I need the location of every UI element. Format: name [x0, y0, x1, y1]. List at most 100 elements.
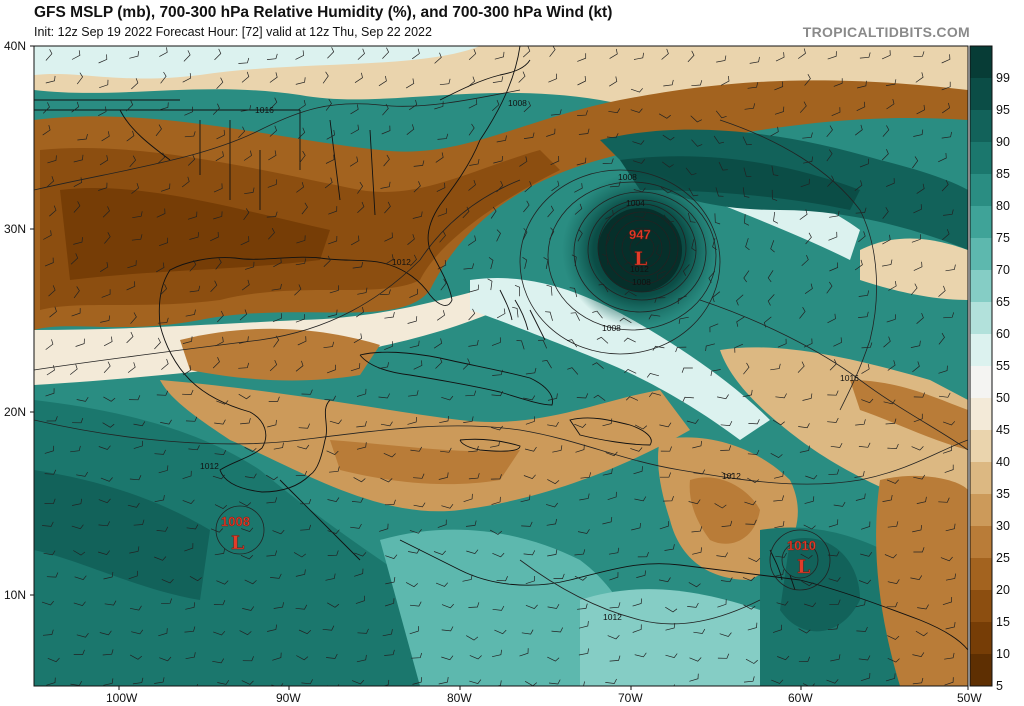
wind-barb [827, 175, 835, 187]
colorbar-swatch [970, 590, 992, 623]
wind-barb [576, 157, 587, 166]
wind-barb [434, 101, 444, 110]
wind-barb [381, 125, 391, 135]
wind-barb [913, 547, 925, 553]
wind-barb [356, 421, 367, 428]
wind-barb [185, 416, 198, 422]
wind-barb [434, 52, 442, 64]
low-pressure-value: 947 [629, 227, 651, 242]
wind-barb [596, 336, 609, 344]
wind-barb [491, 391, 504, 397]
lon-label: 80W [447, 691, 472, 705]
wind-barb [99, 155, 109, 166]
wind-barb [159, 102, 169, 111]
wind-barb [296, 235, 306, 244]
wind-barb [749, 56, 760, 64]
wind-barb [273, 335, 280, 348]
wind-barb [942, 596, 953, 606]
wind-barb [799, 101, 807, 113]
wind-barb [606, 133, 619, 139]
wind-barb [435, 582, 449, 587]
wind-barb [411, 652, 423, 659]
wind-barb [887, 635, 900, 640]
wind-barb [354, 568, 364, 577]
wind-barb [609, 181, 621, 188]
wind-barb [385, 254, 394, 265]
wind-barb [133, 519, 145, 526]
wind-barb [74, 575, 87, 581]
wind-barb [182, 336, 193, 344]
lon-label: 60W [788, 691, 813, 705]
wind-barb [799, 445, 810, 453]
wind-barb [437, 208, 447, 217]
wind-barb [663, 214, 674, 223]
wind-barb [745, 658, 758, 664]
wind-barb [267, 179, 277, 188]
wind-barb [71, 308, 81, 317]
wind-barb [605, 678, 617, 684]
wind-barb [774, 521, 785, 529]
wind-barb [322, 71, 329, 84]
wind-barb [73, 649, 85, 655]
wind-barb [47, 657, 60, 663]
wind-barb [648, 314, 661, 320]
wind-barb [547, 604, 560, 609]
wind-barb [187, 211, 198, 220]
wind-barb [350, 523, 362, 529]
wind-barb [687, 602, 699, 608]
wind-barb [213, 600, 226, 606]
wind-barb [156, 526, 169, 532]
wind-barb [800, 178, 810, 188]
wind-barb [538, 339, 548, 349]
low-pressure-value: 1010 [787, 538, 816, 553]
wind-barb [70, 445, 81, 453]
wind-barb [440, 447, 452, 453]
isobar-label: 1008 [508, 98, 527, 108]
wind-barb [384, 499, 396, 506]
lon-label: 50W [957, 691, 982, 705]
wind-barb [44, 469, 57, 475]
wind-barb [462, 206, 470, 219]
wind-barb [770, 126, 779, 137]
wind-barb [323, 341, 335, 349]
colorbar-label: 85 [996, 167, 1010, 181]
wind-barb [189, 285, 201, 293]
wind-barb [214, 450, 227, 455]
wind-barb [744, 500, 757, 506]
wind-barb [917, 604, 929, 610]
wind-barb [273, 442, 284, 450]
wind-barb [378, 362, 389, 369]
wind-barb [217, 310, 224, 323]
colorbar-swatch [970, 366, 992, 399]
wind-barb [912, 361, 920, 373]
wind-barb [407, 316, 418, 324]
wind-barb [350, 363, 361, 372]
wind-barb [184, 106, 194, 116]
wind-barb [911, 234, 921, 243]
wind-barb [378, 393, 391, 399]
wind-barb [189, 260, 197, 272]
wind-barb [882, 125, 890, 137]
wind-barb [771, 189, 778, 201]
wind-barb [886, 314, 896, 323]
wind-barb [800, 553, 813, 559]
wind-barb [244, 187, 255, 195]
wind-barb [682, 264, 690, 276]
wind-barb [609, 48, 618, 59]
wind-barb [238, 362, 250, 369]
wind-barb [463, 493, 473, 503]
wind-barb [103, 571, 114, 580]
colorbar-label: 15 [996, 615, 1010, 629]
wind-barb [329, 419, 342, 425]
wind-barb [801, 254, 809, 267]
wind-barb [940, 556, 953, 562]
wind-barb [326, 653, 338, 659]
wind-barb [775, 393, 787, 399]
wind-barb [577, 603, 588, 610]
wind-barb [159, 656, 172, 662]
isobar-label: 1012 [392, 257, 411, 267]
wind-barb [861, 398, 874, 404]
wind-barb [45, 75, 56, 84]
wind-barb [659, 472, 672, 478]
